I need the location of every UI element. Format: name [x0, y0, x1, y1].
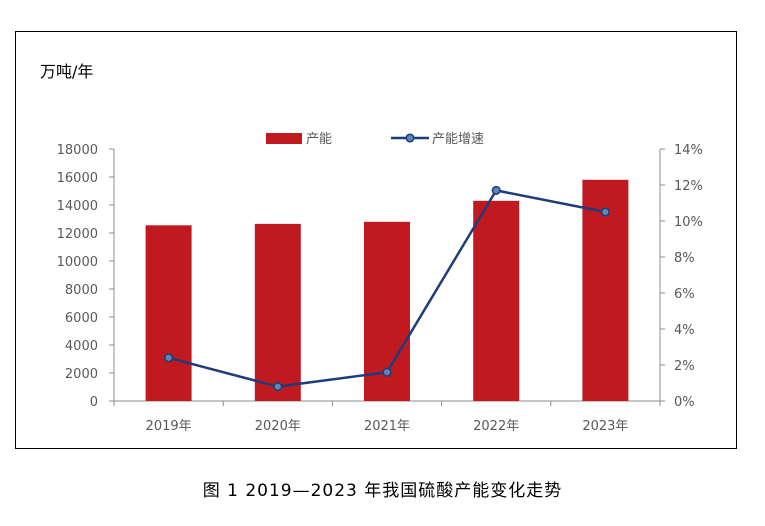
bars-group	[145, 179, 629, 401]
left-tick-label: 12000	[57, 227, 98, 242]
right-tick-label: 0%	[674, 395, 695, 410]
right-tick-label: 6%	[674, 287, 695, 302]
growth-marker	[600, 207, 610, 217]
left-tick-label: 4000	[65, 339, 98, 354]
x-tick-label: 2020年	[255, 419, 301, 434]
right-tick-label: 10%	[674, 215, 703, 230]
growth-marker	[491, 185, 501, 195]
legend-label-line: 产能增速	[432, 132, 484, 147]
legend-swatch-bar	[266, 133, 302, 144]
bar	[473, 200, 520, 401]
left-tick-label: 2000	[65, 367, 98, 382]
x-tick-label: 2022年	[473, 419, 519, 434]
left-tick-label: 18000	[57, 143, 98, 158]
unit-label: 万吨/年	[40, 62, 94, 81]
legend: 产能 产能增速	[266, 132, 484, 147]
growth-marker	[382, 367, 392, 377]
left-tick-label: 16000	[57, 171, 98, 186]
x-tick-label: 2023年	[582, 419, 628, 434]
bar	[254, 223, 301, 401]
growth-marker	[164, 353, 174, 363]
right-tick-label: 12%	[674, 179, 703, 194]
left-tick-label: 0	[90, 395, 98, 410]
right-tick-label: 2%	[674, 359, 695, 374]
left-tick-label: 6000	[65, 311, 98, 326]
bar	[582, 179, 629, 401]
right-tick-label: 4%	[674, 323, 695, 338]
legend-label-bar: 产能	[306, 132, 332, 147]
bar	[145, 225, 192, 401]
legend-marker-line	[405, 133, 415, 143]
left-tick-label: 14000	[57, 199, 98, 214]
right-tick-label: 14%	[674, 143, 703, 158]
x-tick-label: 2019年	[146, 419, 192, 434]
right-tick-label: 8%	[674, 251, 695, 266]
growth-marker	[273, 382, 283, 392]
x-tick-label: 2021年	[364, 419, 410, 434]
axes-group: 0 2000 4000 6000 8000 10000 12000 14000 16000 180…	[57, 143, 703, 434]
line-series-group	[164, 185, 610, 392]
left-tick-label: 10000	[57, 255, 98, 270]
left-tick-label: 8000	[65, 283, 98, 298]
figure-caption: 图 1 2019—2023 年我国硫酸产能变化走势	[202, 481, 563, 501]
